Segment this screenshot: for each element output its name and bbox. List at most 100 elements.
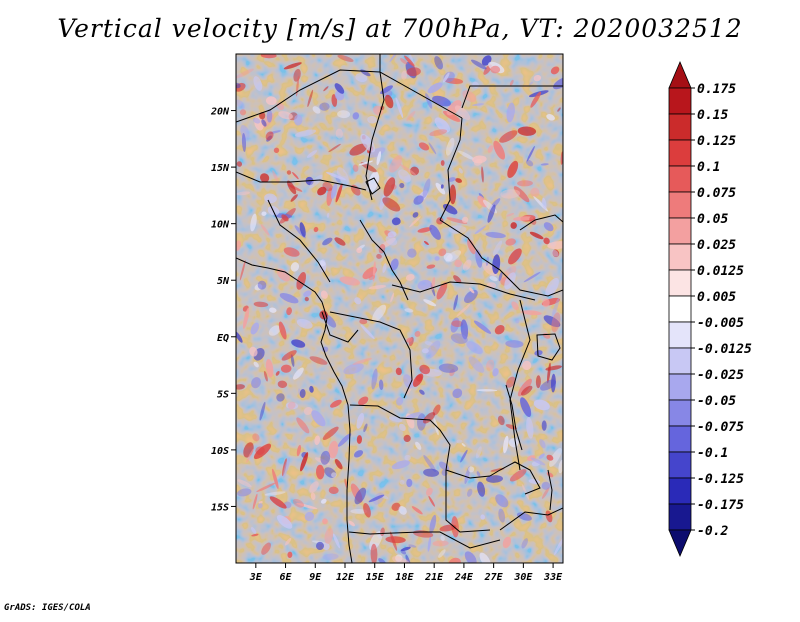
country-borders xyxy=(236,54,563,563)
downward-velocity-patch xyxy=(389,54,401,63)
downward-velocity-patch xyxy=(423,468,440,477)
upward-velocity-patch xyxy=(423,412,436,424)
colorbar-label: -0.05 xyxy=(697,394,736,409)
downward-velocity-patch xyxy=(337,110,351,119)
downward-velocity-patch xyxy=(492,368,499,377)
upward-velocity-patch xyxy=(436,217,444,225)
colorbar-label: -0.0125 xyxy=(697,342,752,357)
upward-velocity-patch xyxy=(426,487,433,496)
downward-velocity-patch xyxy=(530,457,546,466)
downward-velocity-patch xyxy=(476,389,498,392)
colorbar-min-arrow xyxy=(668,529,692,558)
upward-velocity-patch xyxy=(287,401,296,410)
downward-velocity-patch xyxy=(257,503,263,509)
colorbar-label: -0.025 xyxy=(697,368,744,383)
downward-velocity-patch xyxy=(443,72,450,83)
upward-velocity-patch xyxy=(426,264,436,269)
downward-velocity-patch xyxy=(353,450,364,458)
upward-velocity-patch xyxy=(337,54,354,62)
coastline xyxy=(236,257,353,563)
downward-velocity-patch xyxy=(538,453,545,459)
upward-velocity-patch xyxy=(409,216,421,228)
upward-velocity-patch xyxy=(265,131,274,141)
upward-velocity-patch xyxy=(315,464,325,480)
upward-velocity-patch xyxy=(300,452,309,472)
upward-velocity-patch xyxy=(389,531,398,551)
downward-velocity-patch xyxy=(326,212,330,218)
downward-velocity-patch xyxy=(241,133,247,152)
downward-velocity-patch xyxy=(261,119,267,127)
downward-velocity-patch xyxy=(456,439,463,444)
downward-velocity-patch xyxy=(452,388,463,399)
upward-velocity-patch xyxy=(292,172,299,180)
upward-velocity-patch xyxy=(263,370,268,382)
downward-velocity-patch xyxy=(477,481,486,497)
upward-velocity-patch xyxy=(382,197,401,212)
upward-velocity-patch xyxy=(309,481,319,493)
colorbar-label: 0.1 xyxy=(697,160,720,175)
upward-velocity-patch xyxy=(236,191,250,196)
downward-velocity-patch xyxy=(290,354,295,367)
downward-velocity-patch xyxy=(237,488,252,497)
colorbar-label: 0.125 xyxy=(697,134,736,149)
downward-velocity-patch xyxy=(498,508,506,523)
downward-velocity-patch xyxy=(458,150,474,160)
downward-velocity-patch xyxy=(382,263,387,273)
downward-velocity-patch xyxy=(312,106,321,114)
downward-velocity-patch xyxy=(550,373,556,393)
downward-velocity-patch xyxy=(319,102,330,111)
downward-velocity-patch xyxy=(399,182,405,189)
downward-velocity-patch xyxy=(332,533,341,549)
downward-velocity-patch xyxy=(526,417,534,439)
downward-velocity-patch xyxy=(533,399,550,411)
upward-velocity-patch xyxy=(482,262,497,277)
upward-velocity-patch xyxy=(493,140,506,160)
downward-velocity-patch xyxy=(480,514,486,520)
upward-velocity-patch xyxy=(352,357,372,365)
upward-velocity-patch xyxy=(517,378,532,397)
upward-velocity-patch xyxy=(256,482,276,493)
downward-velocity-patch xyxy=(269,307,277,313)
upward-velocity-patch xyxy=(358,396,369,406)
downward-velocity-patch xyxy=(464,551,477,563)
upward-velocity-patch xyxy=(530,91,542,108)
downward-velocity-patch xyxy=(467,488,473,497)
downward-velocity-patch xyxy=(293,367,304,380)
downward-velocity-patch xyxy=(322,553,339,561)
colorbar-label: -0.005 xyxy=(697,316,744,331)
upward-velocity-patch xyxy=(296,444,302,457)
upward-velocity-patch xyxy=(335,128,343,139)
upward-velocity-patch xyxy=(317,186,327,196)
downward-velocity-patch xyxy=(266,109,273,123)
map-frame xyxy=(235,53,564,564)
lake-tanganyika xyxy=(505,384,523,451)
upward-velocity-patch xyxy=(287,180,297,195)
upward-velocity-patch xyxy=(328,486,339,495)
upward-velocity-patch xyxy=(557,107,561,112)
upward-velocity-patch xyxy=(414,330,421,337)
upward-velocity-patch xyxy=(467,238,476,255)
downward-velocity-patch xyxy=(425,340,441,359)
upward-velocity-patch xyxy=(406,337,413,343)
downward-velocity-patch xyxy=(385,235,398,246)
upward-velocity-patch xyxy=(453,275,462,284)
upward-velocity-patch xyxy=(339,276,361,286)
downward-velocity-patch xyxy=(360,133,376,153)
upward-velocity-patch xyxy=(455,178,462,183)
downward-velocity-patch xyxy=(279,293,299,304)
colorbar-segment xyxy=(668,165,692,193)
upward-velocity-patch xyxy=(384,94,394,109)
downward-velocity-patch xyxy=(545,277,559,297)
downward-velocity-patch xyxy=(487,204,496,223)
downward-velocity-patch xyxy=(368,494,385,503)
downward-velocity-patch xyxy=(473,320,492,334)
downward-velocity-patch xyxy=(427,535,432,552)
upward-velocity-patch xyxy=(322,518,328,525)
downward-velocity-patch xyxy=(309,385,314,393)
lake-malawi xyxy=(547,469,553,511)
upward-velocity-patch xyxy=(438,248,447,257)
downward-velocity-patch xyxy=(405,412,421,420)
downward-velocity-patch xyxy=(415,441,422,450)
downward-velocity-patch xyxy=(526,146,535,162)
upward-velocity-patch xyxy=(278,321,287,340)
